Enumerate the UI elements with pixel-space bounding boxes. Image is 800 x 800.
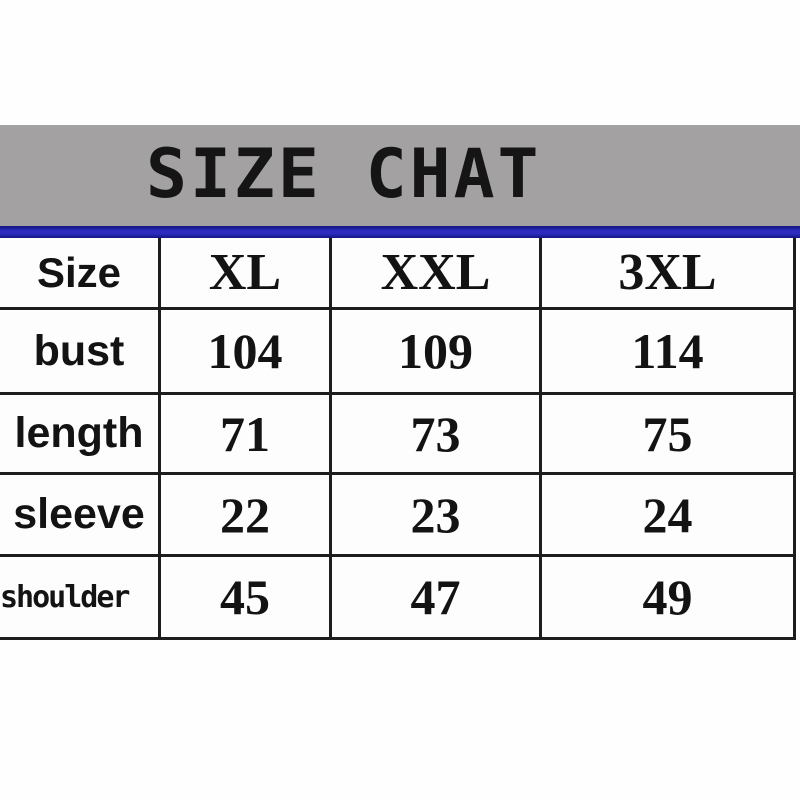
row-label-sleeve: sleeve xyxy=(0,475,161,557)
table-corner-header: Size xyxy=(0,238,161,310)
cell-sleeve-xl: 22 xyxy=(161,475,332,557)
size-table: Size XL XXL 3XL bust 104 109 114 length … xyxy=(0,238,796,640)
column-header-xxl: XXL xyxy=(332,238,542,310)
row-label-shoulder: shoulder xyxy=(0,557,161,640)
cell-length-3xl: 75 xyxy=(542,395,796,475)
title-banner: SIZE CHAT xyxy=(0,125,800,226)
row-label-bust: bust xyxy=(0,310,161,395)
page-title: SIZE CHAT xyxy=(146,134,542,214)
cell-bust-xl: 104 xyxy=(161,310,332,395)
cell-length-xl: 71 xyxy=(161,395,332,475)
cell-sleeve-3xl: 24 xyxy=(542,475,796,557)
cell-length-xxl: 73 xyxy=(332,395,542,475)
cell-shoulder-xxl: 47 xyxy=(332,557,542,640)
column-header-xl: XL xyxy=(161,238,332,310)
accent-divider-line xyxy=(0,226,800,238)
cell-bust-xxl: 109 xyxy=(332,310,542,395)
cell-sleeve-xxl: 23 xyxy=(332,475,542,557)
cell-bust-3xl: 114 xyxy=(542,310,796,395)
column-header-3xl: 3XL xyxy=(542,238,796,310)
cell-shoulder-xl: 45 xyxy=(161,557,332,640)
row-label-length: length xyxy=(0,395,161,475)
cell-shoulder-3xl: 49 xyxy=(542,557,796,640)
